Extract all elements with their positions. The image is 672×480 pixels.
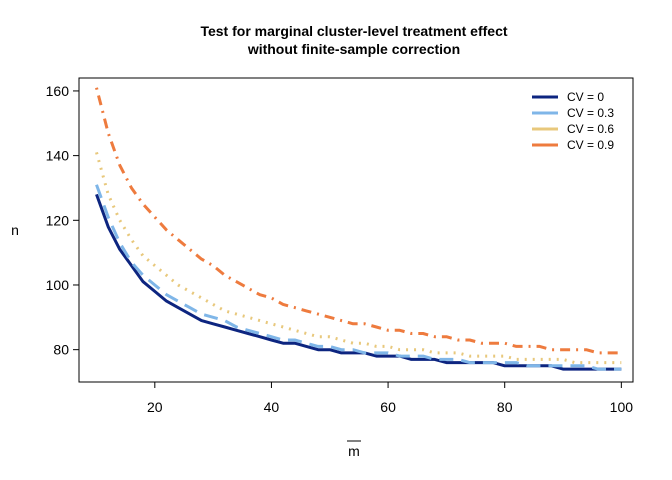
y-axis: 80 100 120 140 160: [46, 83, 79, 358]
x-tick-label: 100: [610, 399, 634, 415]
series-line-1: [95, 184, 622, 371]
series-lines: [95, 87, 622, 371]
x-tick-label: 80: [497, 399, 513, 415]
x-tick-label: 60: [380, 399, 396, 415]
legend-label-1: CV = 0.3: [567, 106, 614, 120]
y-tick-label: 80: [53, 342, 69, 358]
plot-frame: [78, 77, 634, 383]
legend-label-2: CV = 0.6: [567, 122, 614, 136]
legend-label-3: CV = 0.9: [567, 138, 614, 152]
series-line-3: [95, 87, 622, 355]
chart-title-line-2: without finite-sample correction: [247, 41, 460, 57]
y-axis-label: n: [11, 222, 19, 238]
x-tick-label: 40: [264, 399, 280, 415]
y-tick-label: 100: [46, 277, 70, 293]
y-tick-label: 120: [46, 212, 70, 228]
legend-label-0: CV = 0: [567, 90, 604, 104]
chart-title-line-1: Test for marginal cluster-level treatmen…: [200, 23, 507, 39]
y-tick-label: 140: [46, 148, 70, 164]
x-axis-label: m: [348, 443, 360, 459]
y-tick-label: 160: [46, 83, 70, 99]
x-axis: 20 40 60 80 100: [147, 382, 633, 415]
legend: CV = 0 CV = 0.3 CV = 0.6 CV = 0.9: [532, 90, 614, 152]
series-line-2: [95, 151, 622, 365]
series-line-0: [95, 193, 622, 371]
x-tick-label: 20: [147, 399, 163, 415]
